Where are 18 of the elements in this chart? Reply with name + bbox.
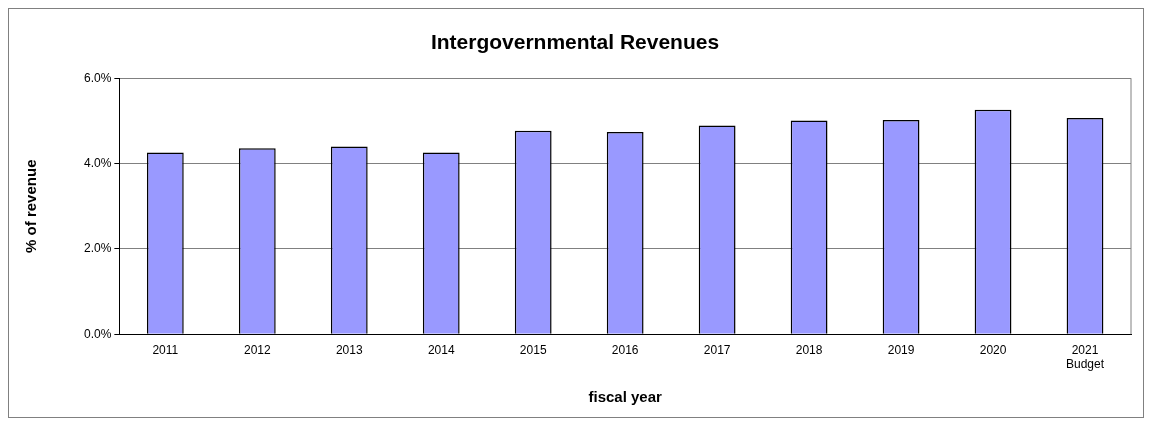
- y-tick-label: 4.0%: [83, 155, 112, 170]
- y-axis-title: % of revenue: [22, 159, 40, 253]
- y-tick-label: 0.0%: [83, 326, 112, 341]
- x-tick-label: 2021 Budget: [1065, 342, 1105, 372]
- x-tick-label: 2020: [979, 342, 1007, 357]
- x-tick-label: 2011: [152, 342, 179, 357]
- x-tick-label: 2013: [335, 342, 363, 357]
- x-tick-label: 2012: [243, 342, 271, 357]
- x-axis-title: fiscal year: [588, 388, 663, 406]
- x-tick-label: 2017: [703, 342, 731, 357]
- x-tick-label: 2016: [611, 342, 639, 357]
- x-tick-label: 2019: [887, 342, 915, 357]
- x-tick-label: 2015: [519, 342, 547, 357]
- y-tick-label: 6.0%: [83, 70, 112, 85]
- chart-title: Intergovernmental Revenues: [430, 30, 720, 54]
- x-tick-label: 2018: [795, 342, 823, 357]
- x-tick-label: 2014: [427, 342, 455, 357]
- y-tick-label: 2.0%: [83, 241, 112, 256]
